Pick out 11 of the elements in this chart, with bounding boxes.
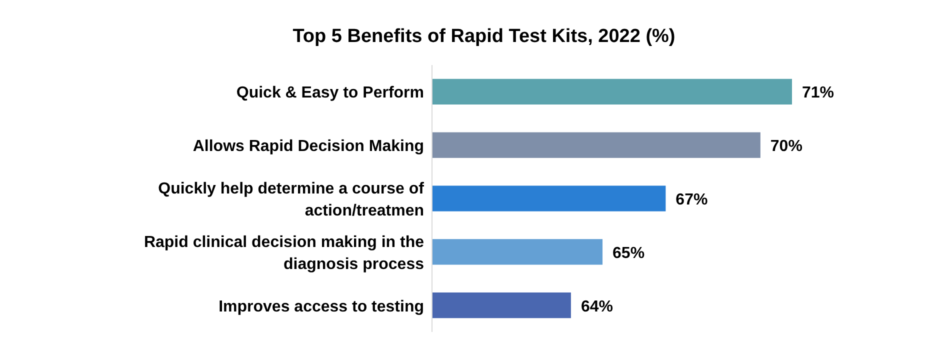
data-label: 65% bbox=[612, 244, 645, 262]
y-tick-label: Allows Rapid Decision Making bbox=[192, 138, 424, 156]
chart-title: Top 5 Benefits of Rapid Test Kits, 2022 (%) bbox=[292, 26, 676, 47]
data-label: 71% bbox=[802, 84, 834, 102]
y-tick-label: Improves access to testing bbox=[218, 298, 424, 316]
y-tick-label: Rapid clinical decision making in the diagnosis process bbox=[144, 234, 424, 273]
data-label: 67% bbox=[676, 192, 708, 208]
y-tick-label: Quick & Easy to Perform bbox=[236, 84, 424, 102]
data-label: 64% bbox=[580, 298, 613, 316]
y-tick-label: Quickly help determine a course of action/treatmen bbox=[158, 180, 425, 220]
data-label: 70% bbox=[770, 138, 802, 156]
